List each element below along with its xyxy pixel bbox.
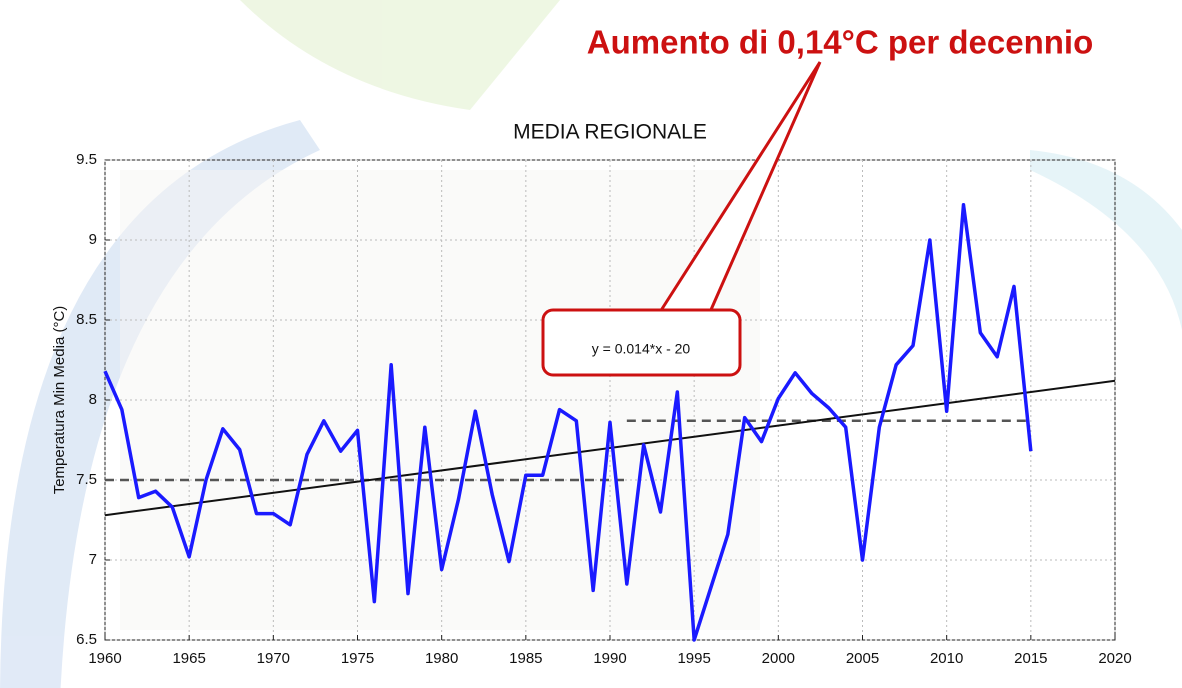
x-tick-label: 1990 (593, 650, 626, 667)
y-tick-label: 7.5 (76, 471, 97, 488)
y-tick-label: 7 (89, 551, 97, 568)
x-tick-label: 2020 (1098, 650, 1131, 667)
y-tick-label: 9.5 (76, 151, 97, 168)
data-line (103, 203, 1033, 642)
x-tick-label: 1965 (172, 650, 205, 667)
x-tick-label: 1995 (677, 650, 710, 667)
x-tick-label: 2010 (930, 650, 963, 667)
x-tick-label: 1970 (257, 650, 290, 667)
x-tick-label: 1985 (509, 650, 542, 667)
y-tick-label: 8.5 (76, 311, 97, 328)
y-tick-label: 9 (89, 231, 97, 248)
x-tick-label: 2005 (846, 650, 879, 667)
y-tick-label: 8 (89, 391, 97, 408)
plot: 6.5 7 7.5 8 8.5 9 9.5 1960 1965 1970 1975 1980 1985 1… (76, 151, 1132, 667)
y-tick-label: 6.5 (76, 631, 97, 648)
x-tick-label: 2015 (1014, 650, 1047, 667)
x-tick-label: 1980 (425, 650, 458, 667)
callout-box (541, 308, 742, 377)
callout-pointer (658, 61, 822, 313)
equation: y = 0.014*x - 20 (592, 341, 691, 357)
x-tick-label: 1975 (341, 650, 374, 667)
x-tick-label: 1960 (88, 650, 121, 667)
x-tick-label: 2000 (762, 650, 795, 667)
y-axis-label: Temperatura Min Media (°C) (51, 306, 68, 495)
annotation: Aumento di 0,14°C per decennio (587, 24, 1093, 61)
chart-title: MEDIA REGIONALE (513, 121, 707, 144)
